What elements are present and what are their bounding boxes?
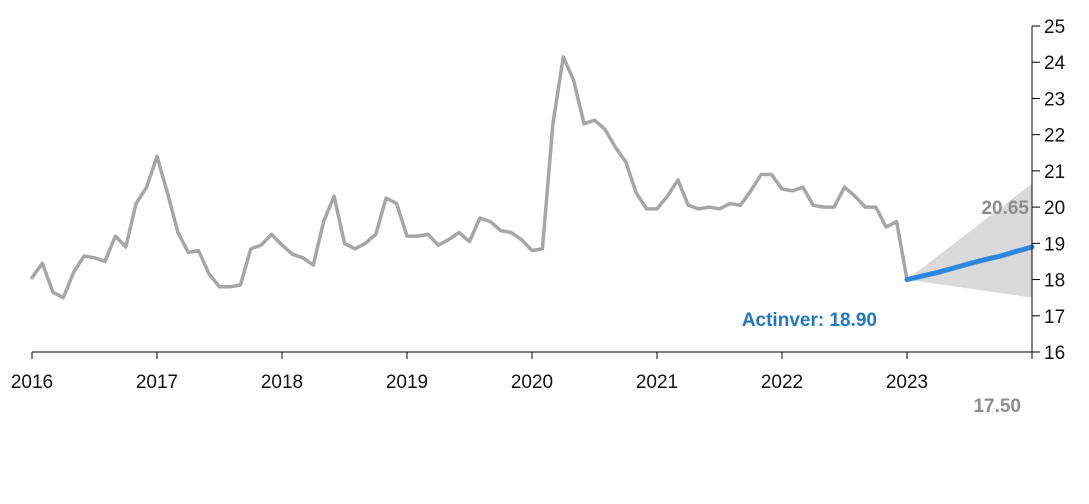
x-tick-label: 2018 <box>261 372 303 393</box>
y-tick-label: 19 <box>1044 234 1065 255</box>
y-tick-label: 23 <box>1044 89 1065 110</box>
x-tick-label: 2021 <box>636 372 678 393</box>
x-axis-ticks: 2016 2017 2018 2019 2020 2021 2022 2023 <box>11 352 1033 393</box>
x-tick-label: 2017 <box>136 372 178 393</box>
forecast-range-band <box>907 183 1032 298</box>
x-tick-label: 2023 <box>886 372 928 393</box>
y-tick-label: 20 <box>1044 198 1065 219</box>
y-tick-label: 21 <box>1044 162 1065 183</box>
y-tick-label: 17 <box>1044 307 1065 328</box>
y-axis-ticks: 16 17 18 19 20 21 22 23 24 25 <box>1032 17 1066 364</box>
y-tick-label: 25 <box>1044 17 1065 38</box>
x-tick-label: 2022 <box>761 372 803 393</box>
y-tick-label: 16 <box>1044 343 1065 364</box>
history-series-line <box>30 55 909 300</box>
x-axis: 2016 2017 2018 2019 2020 2021 2022 2023 <box>11 351 1033 393</box>
x-tick-label: 2020 <box>511 372 553 393</box>
y-tick-label: 18 <box>1044 271 1065 292</box>
forecast-series-line <box>904 244 1035 283</box>
y-axis: 16 17 18 19 20 21 22 23 24 25 <box>1031 17 1066 364</box>
x-tick-label: 2016 <box>11 372 53 393</box>
y-tick-label: 22 <box>1044 126 1065 147</box>
lower-bound-annotation: 17.50 <box>973 396 1021 417</box>
y-tick-label: 24 <box>1044 53 1066 74</box>
forecast-annotation: Actinver: 18.90 <box>742 310 877 331</box>
x-tick-label: 2019 <box>386 372 428 393</box>
upper-bound-annotation: 20.65 <box>981 198 1029 219</box>
